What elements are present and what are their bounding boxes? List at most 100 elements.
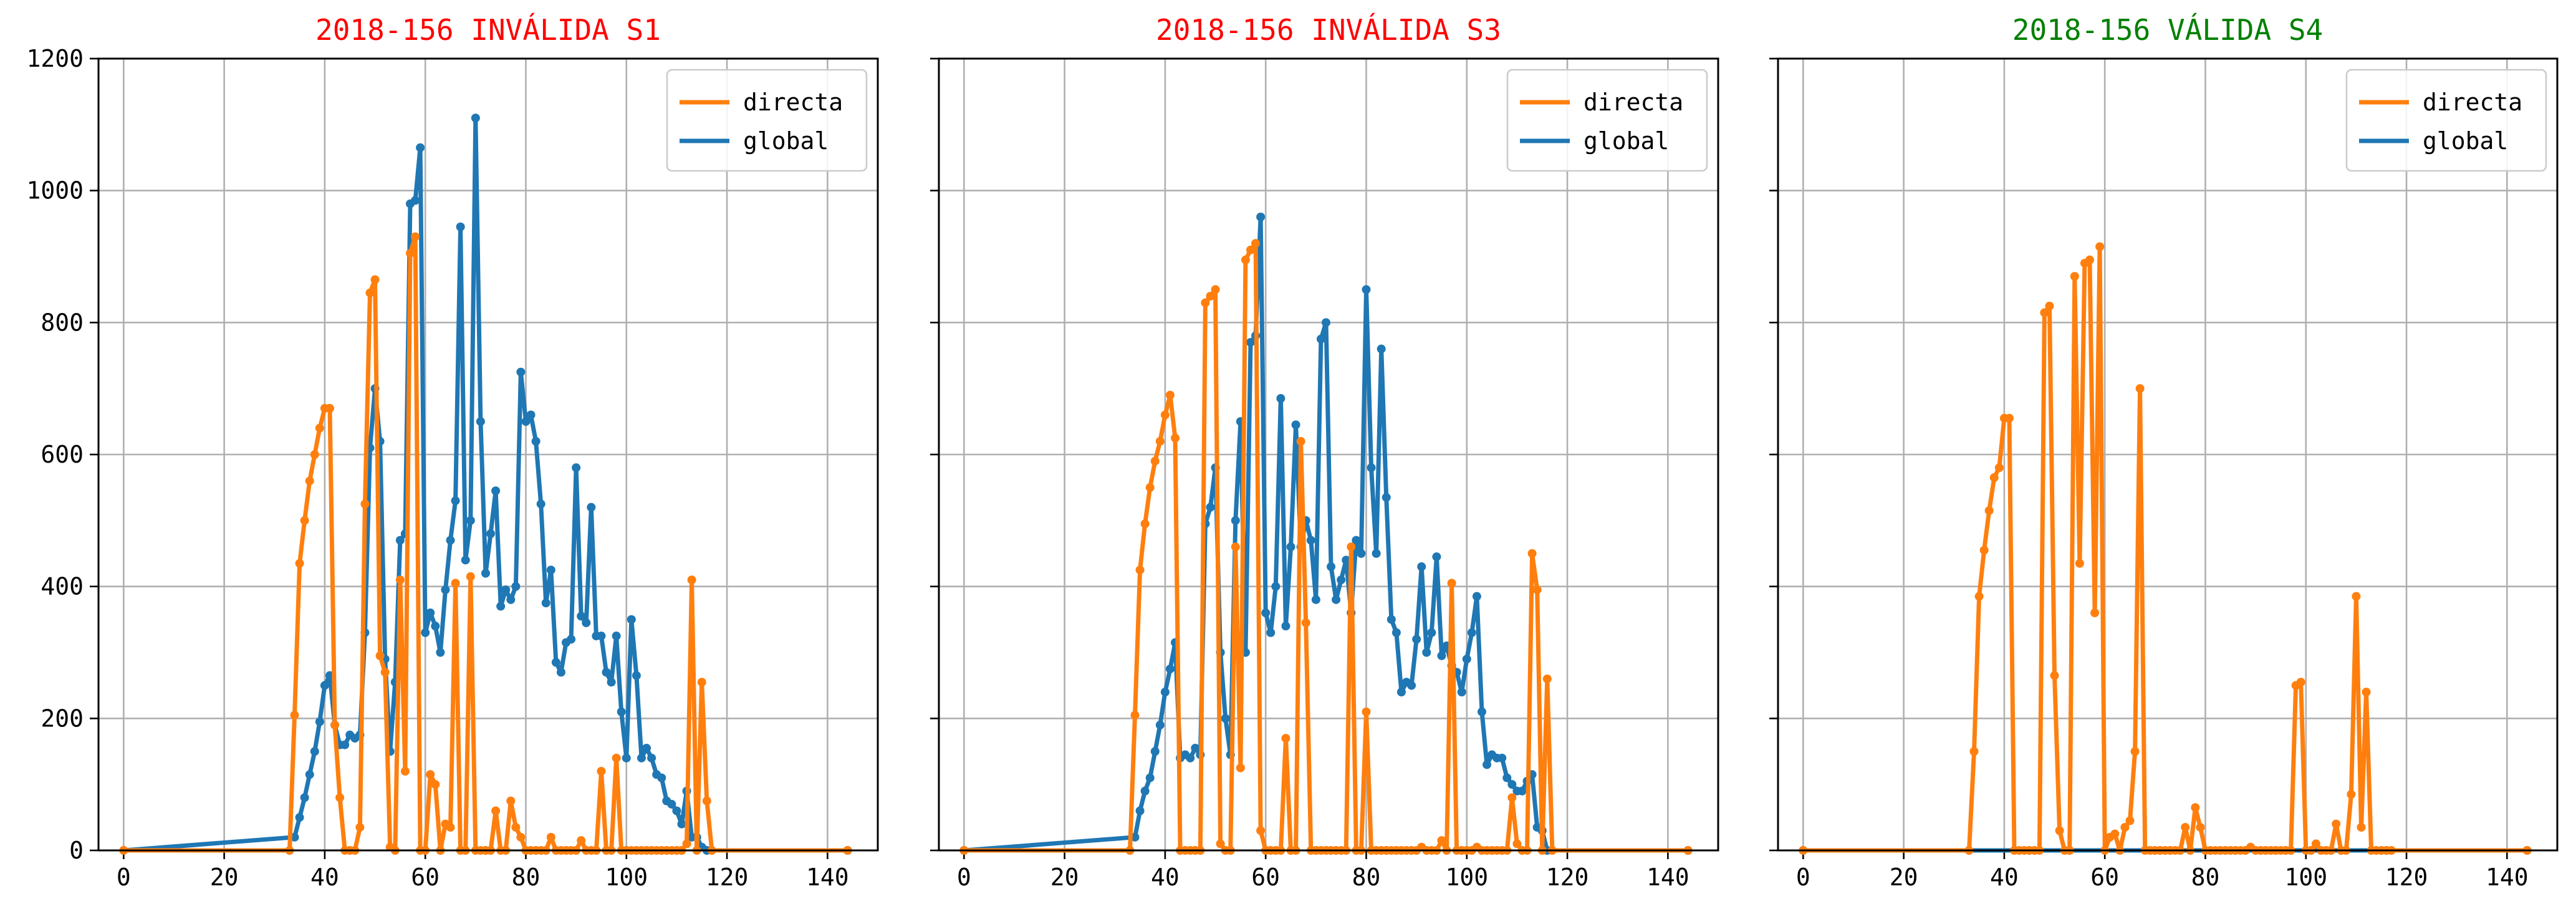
data-point: [2110, 829, 2120, 839]
data-point: [1507, 793, 1517, 802]
chart-title: 2018-156 INVÁLIDA S3: [1156, 13, 1501, 47]
data-point: [702, 796, 711, 806]
y-tick-label: 0: [69, 837, 84, 864]
axes-frame: [1777, 57, 2559, 852]
data-point: [335, 793, 345, 802]
data-point: [1483, 760, 1492, 769]
data-point: [1140, 519, 1150, 529]
data-point: [1130, 832, 1140, 842]
legend-label-directa: directa: [1584, 89, 1683, 116]
data-point: [300, 516, 309, 525]
data-point: [612, 632, 621, 641]
data-point: [1135, 565, 1145, 575]
data-point: [315, 423, 324, 433]
data-point: [1432, 552, 1441, 562]
chart-title: 2018-156 INVÁLIDA S1: [315, 13, 661, 47]
data-point: [2362, 688, 2371, 696]
data-point: [1266, 628, 1276, 637]
data-point: [421, 628, 430, 637]
data-point: [310, 747, 319, 756]
data-point: [290, 832, 299, 842]
data-point: [577, 836, 586, 845]
data-point: [1407, 681, 1416, 690]
data-point: [2045, 301, 2054, 310]
data-point: [380, 668, 390, 677]
data-point: [1457, 688, 1466, 696]
data-point: [511, 822, 521, 832]
x-tick-label: 0: [117, 863, 131, 891]
data-point: [1246, 338, 1255, 347]
data-point: [1286, 542, 1295, 552]
data-point: [536, 499, 545, 509]
data-point: [400, 767, 410, 776]
data-point: [1296, 436, 1305, 446]
chart-panel-s4: 0 20 40 60 80 100 120 140 2018-156 VÁLIDA S4 dire…: [1769, 13, 2559, 891]
legend: directa global: [1506, 69, 1708, 172]
data-point: [612, 753, 621, 762]
data-point: [2120, 822, 2130, 832]
data-point: [622, 753, 631, 762]
data-point: [486, 529, 496, 538]
data-point: [1231, 516, 1240, 525]
data-point: [1387, 615, 1396, 624]
data-point: [295, 559, 304, 568]
y-tick-label: 200: [41, 705, 84, 732]
data-point: [446, 822, 455, 832]
data-point: [511, 582, 521, 591]
x-tick-label: 120: [2385, 863, 2428, 891]
data-point: [2357, 822, 2366, 832]
data-point: [1342, 556, 1351, 565]
data-point: [1246, 245, 1255, 254]
data-point: [1211, 285, 1220, 294]
data-point: [526, 410, 536, 420]
data-point: [632, 671, 641, 680]
data-point: [325, 403, 334, 413]
data-point: [471, 113, 480, 123]
data-point: [597, 767, 606, 776]
data-point: [300, 793, 309, 802]
data-point: [1155, 720, 1165, 729]
data-point: [1391, 628, 1401, 637]
data-point: [1251, 239, 1261, 248]
data-point: [642, 743, 651, 753]
legend: directa global: [2345, 69, 2547, 172]
data-point: [2075, 559, 2084, 568]
data-point: [395, 575, 405, 585]
x-tick-label: 140: [2486, 863, 2529, 891]
data-point: [370, 275, 380, 284]
data-point: [1989, 473, 1999, 483]
data-point: [2095, 242, 2105, 251]
data-point: [360, 499, 370, 509]
data-point: [2311, 839, 2320, 849]
data-point: [1206, 503, 1215, 512]
data-point: [1130, 711, 1140, 720]
y-tick-label: 800: [41, 309, 84, 336]
x-tick-label: 0: [957, 863, 971, 891]
data-point: [1382, 493, 1391, 502]
x-tick-label: 40: [310, 863, 339, 891]
data-point: [2040, 308, 2049, 317]
data-point: [597, 632, 606, 641]
legend-box: [1506, 69, 1708, 172]
data-point: [1472, 592, 1481, 601]
data-point: [305, 476, 314, 486]
data-point: [496, 602, 506, 611]
data-point: [2196, 822, 2205, 832]
data-point: [1140, 786, 1150, 796]
data-point: [1155, 436, 1165, 446]
data-point: [456, 222, 465, 231]
data-point: [2004, 413, 2014, 423]
data-point: [466, 516, 475, 525]
data-point: [577, 612, 586, 621]
x-tick-label: 40: [1151, 863, 1180, 891]
data-point: [1216, 839, 1225, 849]
legend-box: [2345, 69, 2547, 172]
data-point: [1332, 595, 1341, 604]
x-tick-label: 120: [1546, 863, 1589, 891]
data-point: [1241, 255, 1250, 264]
data-point: [521, 417, 531, 426]
data-point: [2070, 272, 2079, 281]
data-point: [1256, 213, 1266, 221]
